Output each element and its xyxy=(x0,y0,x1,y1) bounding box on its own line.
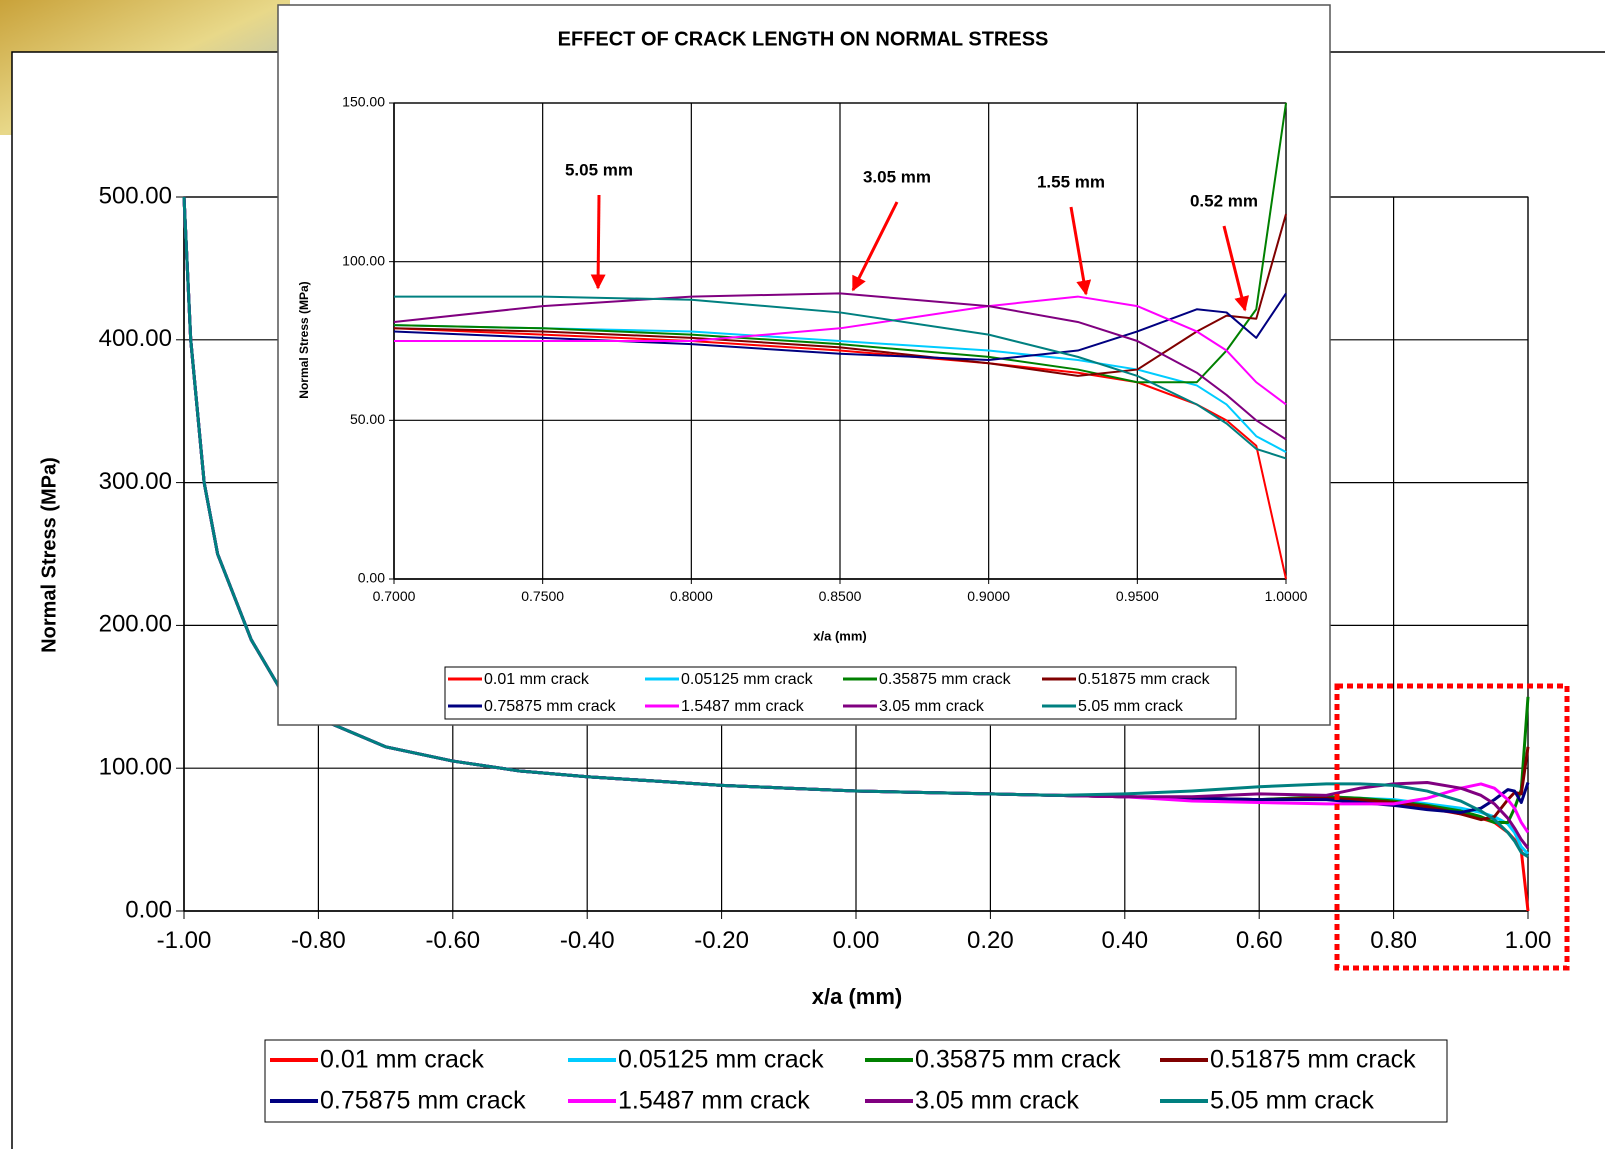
x-tick-label: -0.80 xyxy=(291,927,346,954)
y-tick-label: 0.00 xyxy=(358,570,385,586)
page: 0.00 100.00 200.00 300.00 400.00 500.00 -1.00 -… xyxy=(0,0,1605,1149)
y-tick-label: 500.00 xyxy=(99,182,172,209)
x-axis-title: x/a (mm) xyxy=(813,628,866,643)
legend-label: 0.75875 mm crack xyxy=(484,698,617,715)
annotation: 5.05 mm xyxy=(565,160,633,179)
y-tick-label: 50.00 xyxy=(350,411,385,427)
x-tick-label: 1.0000 xyxy=(1265,588,1308,604)
x-tick-label: 0.80 xyxy=(1370,927,1417,954)
x-tick-label: -0.60 xyxy=(425,927,480,954)
legend-label: 1.5487 mm crack xyxy=(618,1087,810,1115)
legend-label: 0.01 mm crack xyxy=(484,671,590,688)
x-tick-label: 0.7000 xyxy=(373,588,416,604)
y-tick-label: 0.00 xyxy=(125,896,172,923)
y-axis-title: Normal Stress (MPa) xyxy=(38,457,60,653)
legend-label: 0.01 mm crack xyxy=(320,1046,484,1074)
y-tick-label: 200.00 xyxy=(99,611,172,638)
annotation: 3.05 mm xyxy=(863,167,931,186)
y-tick-label: 400.00 xyxy=(99,325,172,352)
legend-label: 0.35875 mm crack xyxy=(915,1046,1121,1074)
x-tick-label: 0.9000 xyxy=(967,588,1010,604)
legend-label: 0.35875 mm crack xyxy=(879,671,1012,688)
annotation-arrow xyxy=(598,195,599,288)
legend-label: 3.05 mm crack xyxy=(879,698,985,715)
x-tick-label: 1.00 xyxy=(1505,927,1552,954)
x-tick-label: 0.00 xyxy=(833,927,880,954)
x-tick-label: 0.9500 xyxy=(1116,588,1159,604)
slide: 0.00 100.00 200.00 300.00 400.00 500.00 -1.00 -… xyxy=(0,0,1605,1149)
x-tick-label: 0.20 xyxy=(967,927,1014,954)
legend-label: 5.05 mm crack xyxy=(1210,1087,1374,1115)
legend-label: 0.51875 mm crack xyxy=(1078,671,1211,688)
x-axis-title: x/a (mm) xyxy=(812,984,902,1009)
annotation: 0.52 mm xyxy=(1190,191,1258,210)
legend-label: 5.05 mm crack xyxy=(1078,698,1184,715)
x-tick-label: -0.40 xyxy=(560,927,615,954)
legend-label: 0.75875 mm crack xyxy=(320,1087,526,1115)
x-tick-label: -0.20 xyxy=(694,927,749,954)
legend-label: 1.5487 mm crack xyxy=(681,698,805,715)
x-tick-label: 0.60 xyxy=(1236,927,1283,954)
y-axis-title: Normal Stress (MPa) xyxy=(297,281,311,398)
y-tick-label: 300.00 xyxy=(99,468,172,495)
x-tick-label: -1.00 xyxy=(157,927,212,954)
annotation: 1.55 mm xyxy=(1037,172,1105,191)
legend-label: 3.05 mm crack xyxy=(915,1087,1079,1115)
chart-title: EFFECT OF CRACK LENGTH ON NORMAL STRESS xyxy=(558,28,1049,50)
legend-label: 0.51875 mm crack xyxy=(1210,1046,1416,1074)
legend-label: 0.05125 mm crack xyxy=(618,1046,824,1074)
y-tick-label: 150.00 xyxy=(342,94,385,110)
y-tick-label: 100.00 xyxy=(99,754,172,781)
x-tick-label: 0.8500 xyxy=(819,588,862,604)
x-tick-label: 0.8000 xyxy=(670,588,713,604)
legend-label: 0.05125 mm crack xyxy=(681,671,814,688)
y-tick-label: 100.00 xyxy=(342,252,385,268)
x-tick-label: 0.7500 xyxy=(521,588,564,604)
x-tick-label: 0.40 xyxy=(1101,927,1148,954)
